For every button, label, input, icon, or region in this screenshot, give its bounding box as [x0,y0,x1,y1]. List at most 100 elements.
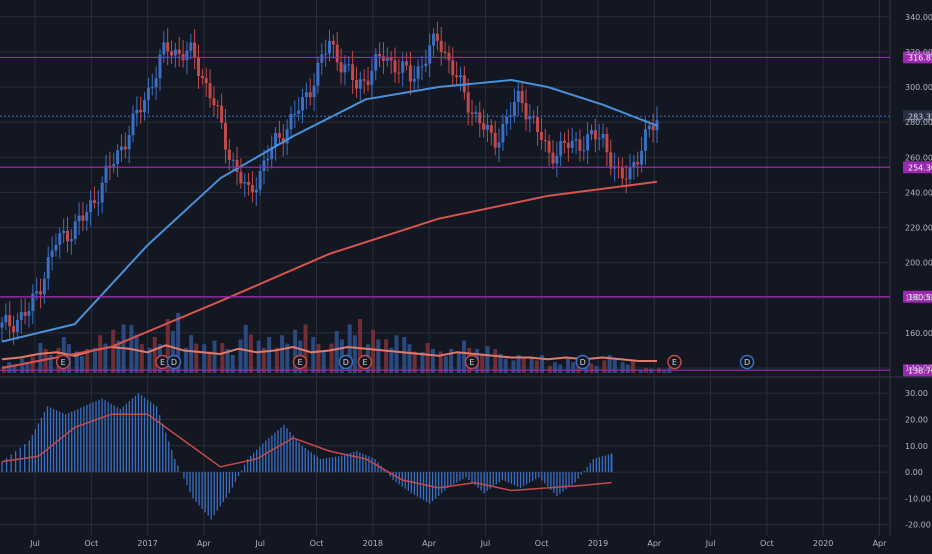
volume-bar [358,319,363,373]
volume-bar [558,364,563,373]
candle-body [58,233,62,245]
volume-bar [79,356,84,373]
candle-body [143,99,147,113]
volume-bar [438,351,443,373]
price-level-badge[interactable] [903,364,932,377]
candle-body [266,159,270,161]
volume-bar [147,347,152,373]
macd-tick-label: 10.00 [905,442,928,451]
moving-averages [1,79,658,369]
volume-bar [607,355,612,373]
candle-body [254,189,258,193]
candle-body [135,109,139,114]
candle-body [447,52,451,61]
candle-body [308,92,312,98]
candle-body [620,166,624,179]
volume-bar [111,329,116,373]
candle-body [297,110,301,114]
volume-bar [25,362,30,373]
event-marker-e[interactable]: E [292,354,308,370]
price-tick-label: 200.00 [905,259,932,268]
price-level-label: 283.35 [908,112,932,121]
candle-body [235,159,239,172]
candle-body [420,66,424,68]
price-level-badge[interactable] [903,161,932,174]
event-marker-label: D [580,358,586,367]
candle-body [239,171,243,184]
candle-body [293,113,297,115]
event-marker-label: E [297,358,302,367]
candle-body [12,326,16,333]
volume-bar [139,344,144,373]
volume-bar [194,343,199,373]
candle-body [131,113,135,136]
event-marker-e[interactable]: E [464,354,480,370]
volume-bar [212,340,217,373]
candle-body [358,79,362,89]
event-marker-e[interactable]: E [55,354,71,370]
volume-bar [371,329,376,373]
time-tick-label: Jul [29,539,40,548]
volume-bar [220,343,225,373]
event-marker-e[interactable]: E [667,354,682,370]
candle-body [69,238,73,242]
candle-body [485,125,489,130]
candle-body [185,50,189,61]
event-marker-d[interactable]: D [575,354,591,370]
candle-body [127,135,131,150]
candle-body [624,178,628,180]
event-marker-e[interactable]: E [357,354,373,370]
candle-body [393,60,397,73]
candle-body [536,117,540,132]
price-tick-label: 280.00 [905,118,932,127]
volume-bar [20,358,25,373]
volume-bar [425,343,430,373]
event-marker-label: E [672,358,677,367]
price-level-label: 316.85 [908,53,932,62]
volume-bar [280,335,285,373]
candle-body [362,79,366,81]
volume-bar [625,364,630,373]
event-marker-label: D [343,358,349,367]
candle-body [489,125,493,133]
candle-body [636,162,640,165]
price-level-badge[interactable] [903,110,932,123]
candle-body [497,142,501,148]
event-markers[interactable]: EEDEDEEDEDD [55,354,932,370]
event-marker-d[interactable]: D [166,354,182,370]
candle-body [0,322,4,328]
candle-body [563,141,567,143]
candle-body [112,163,116,167]
candle-body [15,319,19,333]
price-level-label: 254.30 [908,163,932,172]
candle-body [597,138,601,140]
candle-body [220,105,224,123]
price-level-badge[interactable] [903,290,932,303]
candle-body [424,63,428,67]
volume-bar [303,324,308,373]
candle-body [412,78,416,82]
candle-body [250,184,254,193]
volume-bar [511,360,516,373]
price-level-badge[interactable] [903,51,932,64]
candle-body [339,62,343,73]
volume-bar [321,351,326,373]
candle-body [231,159,235,161]
candle-body [493,132,497,148]
candle-body [478,112,482,124]
candle-body [177,49,181,54]
horizontal-levels[interactable]: 316.85 283.35 254.30 180.55 138.70 [0,51,932,377]
volume-bar [485,346,490,373]
event-marker-label: D [171,358,177,367]
time-tick-label: 2020 [813,539,833,548]
time-tick-label: Apr [873,539,888,548]
event-marker-d[interactable]: D [739,354,755,370]
candle-body [324,53,328,55]
candle-body [66,230,69,242]
volume-bar [534,360,539,373]
volume-bar [553,362,558,373]
candle-body [116,150,120,164]
event-marker-d[interactable]: D [338,354,354,370]
